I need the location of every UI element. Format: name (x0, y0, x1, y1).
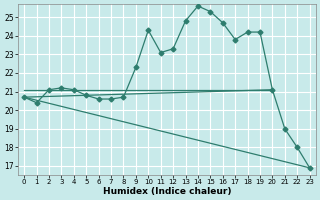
X-axis label: Humidex (Indice chaleur): Humidex (Indice chaleur) (103, 187, 231, 196)
